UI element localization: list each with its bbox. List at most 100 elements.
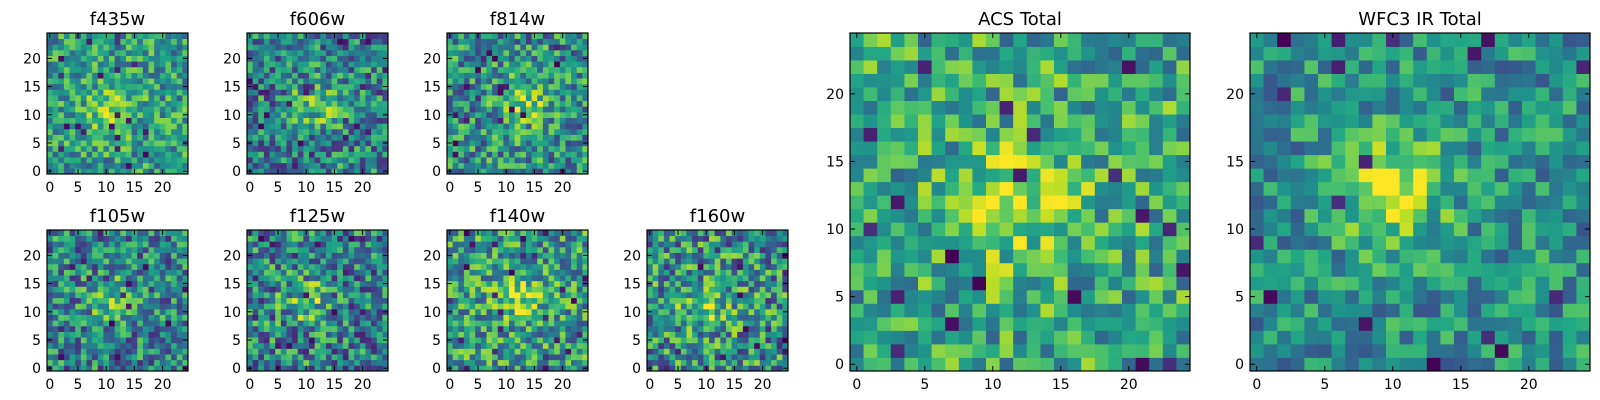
heatmap-cell	[52, 365, 59, 372]
heatmap-cell	[986, 343, 1000, 358]
heatmap-cell	[999, 208, 1014, 223]
heatmap-cell	[548, 168, 555, 175]
heatmap-cell	[58, 55, 65, 62]
heatmap-cell	[652, 348, 659, 355]
heatmap-cell	[703, 235, 710, 242]
heatmap-cell	[137, 162, 144, 169]
heatmap-cell	[945, 168, 960, 183]
heatmap-cell	[252, 325, 259, 332]
heatmap-cell	[337, 286, 344, 293]
heatmap-cell	[480, 49, 487, 56]
heatmap-cell	[325, 246, 332, 253]
heatmap-cell	[748, 286, 755, 293]
heatmap-cell	[725, 325, 732, 332]
heatmap-cell	[75, 359, 82, 366]
heatmap-cell	[69, 61, 76, 68]
heatmap-cell	[720, 275, 727, 282]
heatmap-cell	[75, 140, 82, 147]
heatmap-cell	[247, 128, 254, 135]
heatmap-cell	[92, 275, 99, 282]
heatmap-cell	[703, 359, 710, 366]
heatmap-cell	[297, 230, 304, 237]
heatmap-cell	[503, 106, 510, 113]
heatmap-cell	[376, 66, 383, 73]
heatmap-cell	[263, 241, 270, 248]
heatmap-cell	[452, 111, 459, 118]
heatmap-cell	[342, 168, 349, 175]
heatmap-cell	[303, 49, 310, 56]
heatmap-cell	[1135, 343, 1150, 358]
heatmap-cell	[565, 95, 572, 102]
heatmap-cell	[97, 314, 104, 321]
heatmap-cell	[658, 269, 665, 276]
heatmap-cell	[63, 280, 70, 287]
heatmap-cell	[525, 78, 532, 85]
heatmap-cell	[850, 222, 864, 237]
heatmap-cell	[503, 354, 510, 361]
heatmap-cell	[463, 100, 470, 107]
heatmap-cell	[492, 95, 499, 102]
heatmap-cell	[486, 72, 493, 79]
heatmap-cell	[269, 280, 276, 287]
heatmap-cell	[303, 342, 310, 349]
heatmap-cell	[263, 320, 270, 327]
heatmap-cell	[576, 49, 583, 56]
heatmap-cell	[263, 49, 270, 56]
heatmap-cell	[269, 151, 276, 158]
y-tick-label: 5	[232, 136, 241, 152]
heatmap-cell	[337, 61, 344, 68]
heatmap-cell	[297, 258, 304, 265]
heatmap-cell	[182, 331, 189, 338]
heatmap-cell	[486, 342, 493, 349]
heatmap-cell	[109, 151, 116, 158]
heatmap-cell	[125, 241, 132, 248]
heatmap-cell	[97, 263, 104, 270]
heatmap-cell	[176, 44, 183, 51]
heatmap-cell	[652, 263, 659, 270]
heatmap-cell	[58, 252, 65, 259]
heatmap-cell	[509, 168, 516, 175]
heatmap-cell	[280, 365, 287, 372]
heatmap-cell	[114, 95, 121, 102]
heatmap-cell	[509, 297, 516, 304]
heatmap-cell	[331, 308, 338, 315]
heatmap-cell	[165, 325, 172, 332]
heatmap-cell	[458, 72, 465, 79]
heatmap-cell	[297, 134, 304, 141]
heatmap-cell	[525, 348, 532, 355]
heatmap-cell	[480, 303, 487, 310]
heatmap-cell	[165, 280, 172, 287]
heatmap-cell	[263, 235, 270, 242]
heatmap-cell	[509, 252, 516, 259]
heatmap-cell	[159, 128, 166, 135]
heatmap-cell	[131, 246, 138, 253]
heatmap-cell	[114, 348, 121, 355]
heatmap-cell	[286, 365, 293, 372]
heatmap-cell	[509, 354, 516, 361]
heatmap-cell	[52, 354, 59, 361]
heatmap-cell	[171, 303, 178, 310]
heatmap-cell	[69, 230, 76, 237]
heatmap-cell	[571, 286, 578, 293]
heatmap-cell	[297, 49, 304, 56]
heatmap-cell	[125, 230, 132, 237]
heatmap-cell	[286, 252, 293, 259]
heatmap-cell	[154, 49, 161, 56]
heatmap-cell	[503, 151, 510, 158]
heatmap-cell	[542, 286, 549, 293]
heatmap-cell	[1081, 168, 1096, 183]
heatmap-cell	[890, 330, 905, 345]
heatmap-cell	[159, 38, 166, 45]
heatmap-cell	[658, 308, 665, 315]
heatmap-cell	[75, 297, 82, 304]
heatmap-cell	[182, 151, 189, 158]
heatmap-cell	[47, 303, 54, 310]
heatmap-cell	[142, 117, 149, 124]
heatmap-cell	[292, 331, 299, 338]
heatmap-cell	[548, 111, 555, 118]
heatmap-cell	[247, 117, 254, 124]
heatmap-cell	[263, 157, 270, 164]
heatmap-cell	[469, 342, 476, 349]
heatmap-cell	[714, 342, 721, 349]
heatmap-cell	[525, 252, 532, 259]
